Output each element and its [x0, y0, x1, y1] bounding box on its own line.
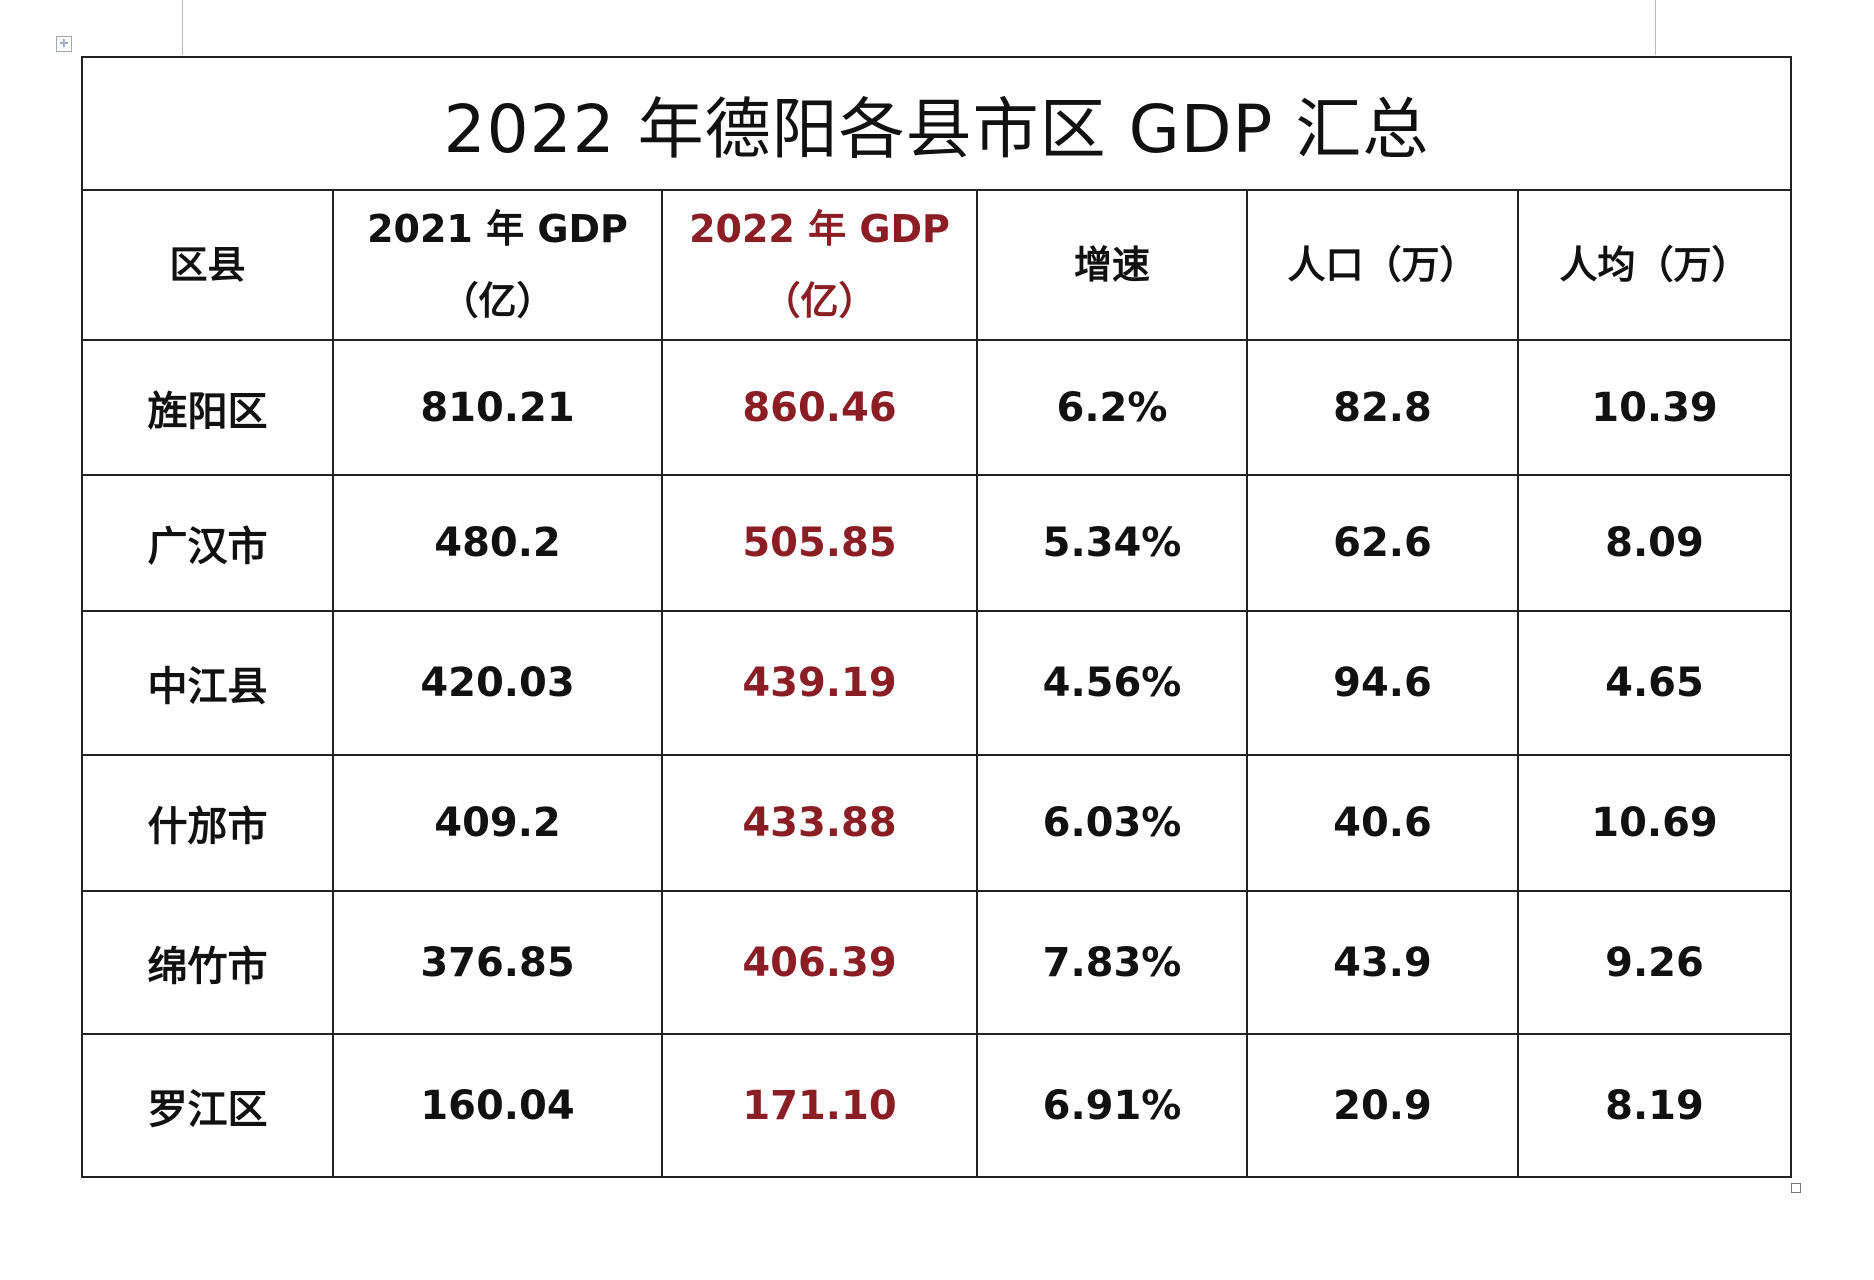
header-gdp2022: 2022 年 GDP （亿）: [661, 189, 978, 341]
cell-population: 94.6: [1246, 610, 1519, 756]
table-row: 什邡市 409.2 433.88 6.03% 40.6 10.69: [81, 754, 1793, 892]
table-resize-handle[interactable]: [1791, 1183, 1801, 1193]
header-gdp2022-line1: 2022 年 GDP: [689, 207, 950, 251]
cell-growth: 6.91%: [976, 1033, 1248, 1178]
header-growth: 增速: [976, 189, 1248, 341]
cell-gdp2022: 505.85: [661, 474, 978, 612]
cell-growth: 6.03%: [976, 754, 1248, 892]
table-move-handle-icon[interactable]: ✛: [56, 36, 72, 52]
header-county: 区县: [81, 189, 334, 341]
header-population: 人口（万）: [1246, 189, 1519, 341]
cell-gdp2022: 406.39: [661, 890, 978, 1035]
cell-population: 62.6: [1246, 474, 1519, 612]
cell-gdp2021: 409.2: [332, 754, 663, 892]
cell-gdp2021: 480.2: [332, 474, 663, 612]
table-row: 罗江区 160.04 171.10 6.91% 20.9 8.19: [81, 1033, 1793, 1178]
header-gdp2021: 2021 年 GDP （亿）: [332, 189, 663, 341]
cell-per-capita: 9.26: [1516, 890, 1793, 1035]
cell-growth: 7.83%: [976, 890, 1248, 1035]
cell-per-capita: 4.65: [1516, 610, 1793, 756]
cell-gdp2022: 860.46: [661, 339, 978, 476]
cell-growth: 5.34%: [976, 474, 1248, 612]
cell-population: 82.8: [1246, 339, 1519, 476]
cell-population: 43.9: [1246, 890, 1519, 1035]
cell-county: 什邡市: [81, 754, 334, 892]
header-gdp2022-line2: （亿）: [762, 279, 877, 323]
table-row: 中江县 420.03 439.19 4.56% 94.6 4.65: [81, 610, 1793, 756]
cell-per-capita: 8.09: [1516, 474, 1793, 612]
cell-per-capita: 10.69: [1516, 754, 1793, 892]
cell-population: 40.6: [1246, 754, 1519, 892]
table-row: 旌阳区 810.21 860.46 6.2% 82.8 10.39: [81, 339, 1793, 476]
cell-county: 罗江区: [81, 1033, 334, 1178]
cell-gdp2021: 810.21: [332, 339, 663, 476]
header-row: 区县 2021 年 GDP （亿） 2022 年 GDP （亿） 增速 人口（万） …: [81, 189, 1793, 341]
cell-growth: 6.2%: [976, 339, 1248, 476]
cell-gdp2021: 160.04: [332, 1033, 663, 1178]
cell-growth: 4.56%: [976, 610, 1248, 756]
page-margin-left: [182, 0, 183, 55]
page-margin-right: [1655, 0, 1656, 55]
table-row: 绵竹市 376.85 406.39 7.83% 43.9 9.26: [81, 890, 1793, 1035]
cell-gdp2022: 433.88: [661, 754, 978, 892]
cell-gdp2022: 171.10: [661, 1033, 978, 1178]
cell-county: 广汉市: [81, 474, 334, 612]
cell-county: 中江县: [81, 610, 334, 756]
cell-county: 旌阳区: [81, 339, 334, 476]
header-gdp2021-line1: 2021 年 GDP: [367, 207, 628, 251]
cell-gdp2021: 420.03: [332, 610, 663, 756]
cell-population: 20.9: [1246, 1033, 1519, 1178]
cell-county: 绵竹市: [81, 890, 334, 1035]
cell-per-capita: 10.39: [1516, 339, 1793, 476]
cell-per-capita: 8.19: [1516, 1033, 1793, 1178]
gdp-table: 2022 年德阳各县市区 GDP 汇总 区县 2021 年 GDP （亿） 202…: [80, 56, 1793, 1178]
header-gdp2021-line2: （亿）: [440, 279, 555, 323]
header-per-capita: 人均（万）: [1516, 189, 1793, 341]
table-title: 2022 年德阳各县市区 GDP 汇总: [80, 56, 1793, 191]
cell-gdp2022: 439.19: [661, 610, 978, 756]
cell-gdp2021: 376.85: [332, 890, 663, 1035]
table-row: 广汉市 480.2 505.85 5.34% 62.6 8.09: [81, 474, 1793, 612]
